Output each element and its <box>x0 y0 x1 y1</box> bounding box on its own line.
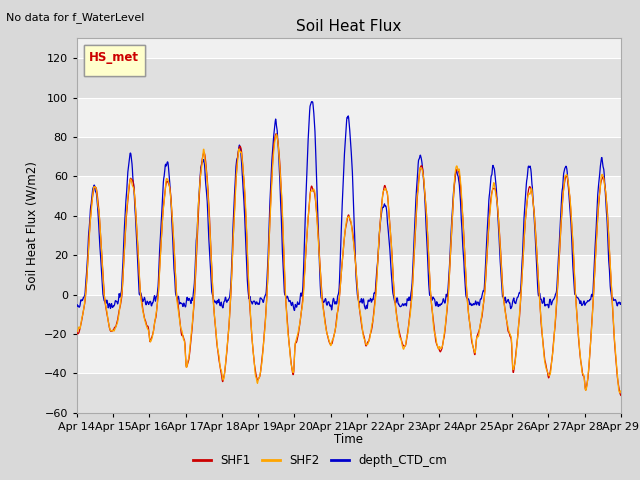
Bar <box>77 373 621 413</box>
Bar <box>77 295 621 334</box>
Title: Soil Heat Flux: Soil Heat Flux <box>296 20 401 35</box>
Y-axis label: Soil Heat Flux (W/m2): Soil Heat Flux (W/m2) <box>26 161 38 290</box>
X-axis label: Time: Time <box>334 433 364 446</box>
Bar <box>77 137 621 176</box>
Bar <box>77 58 621 97</box>
Legend:  <box>84 45 145 76</box>
Text: No data for f_WaterLevel: No data for f_WaterLevel <box>6 12 145 23</box>
Legend: SHF1, SHF2, depth_CTD_cm: SHF1, SHF2, depth_CTD_cm <box>188 449 452 472</box>
Bar <box>77 216 621 255</box>
